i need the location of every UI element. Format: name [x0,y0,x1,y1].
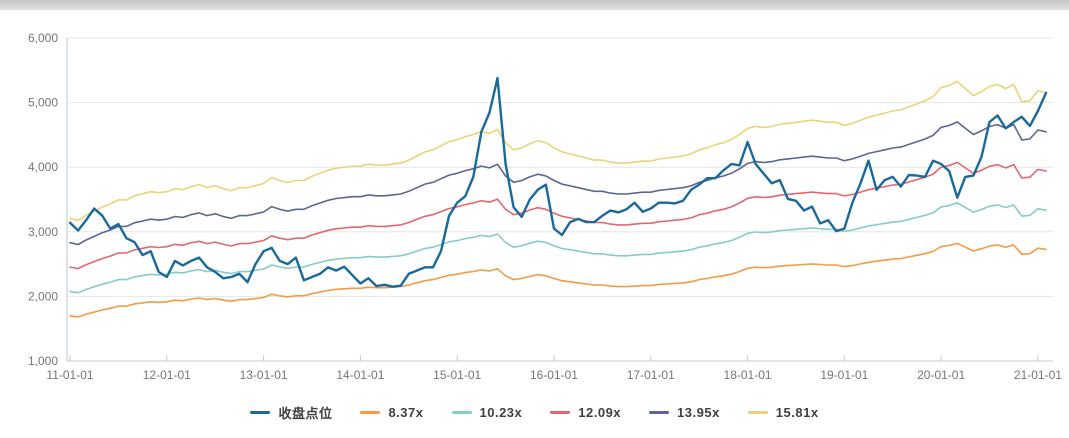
legend-line-icon [649,411,670,414]
legend-label: 12.09x [578,405,622,420]
legend-label: 收盘点位 [278,406,333,421]
x-axis-label: 13-01-01 [240,368,288,382]
y-axis-label: 5,000 [28,96,58,110]
legend-item-pe-8.37x[interactable]: 8.37x [360,405,423,420]
x-axis-label: 14-01-01 [336,368,384,382]
y-axis-label: 2,000 [28,289,58,303]
legend-label: 15.81x [775,405,819,420]
x-axis-label: 21-01-01 [1014,368,1062,382]
legend-item-close[interactable]: 收盘点位 [250,403,332,422]
x-axis-label: 20-01-01 [917,368,965,382]
legend-item-pe-15.81x[interactable]: 15.81x [747,405,819,420]
x-axis-label: 18-01-01 [724,368,772,382]
y-axis-label: 6,000 [28,31,58,45]
legend-item-pe-13.95x[interactable]: 13.95x [649,405,720,420]
x-axis-label: 12-01-01 [143,368,191,382]
pe-band-chart: 1,000 2,000 3,000 4,000 5,000 6,000 11-01-01 12… [0,10,1069,438]
legend-item-pe-10.23x[interactable]: 10.23x [451,405,523,420]
series-line-close [68,76,1048,288]
series-line-pe-15.81x [69,80,1047,222]
x-axis-label: 15-01-01 [433,368,481,382]
legend-label: 8.37x [388,405,424,420]
legend-line-icon [747,411,768,414]
legend-label: 13.95x [677,405,720,420]
x-axis-label: 11-01-01 [46,368,93,382]
legend-line-icon [550,411,571,414]
series-line-pe-10.23x [69,202,1047,294]
x-axis-label: 16-01-01 [530,368,578,382]
legend-label: 10.23x [479,405,523,420]
y-axis-label: 4,000 [28,160,58,174]
x-axis-label: 17-01-01 [627,368,675,382]
y-axis-label: 1,000 [28,354,58,368]
legend-line-icon [360,411,381,414]
legend-item-pe-12.09x[interactable]: 12.09x [550,405,621,420]
legend-line-icon [451,411,472,414]
series-line-pe-13.95x [69,121,1047,246]
chart-canvas[interactable]: 1,000 2,000 3,000 4,000 5,000 6,000 11-01-01 12… [0,10,1069,438]
series-line-pe-12.09x [69,161,1047,270]
horizontal-scrollbar[interactable] [0,0,1069,10]
x-axis-label: 19-01-01 [820,368,868,382]
legend-line-icon [250,411,271,414]
y-axis-label: 3,000 [28,225,58,239]
series-line-pe-8.37x [69,242,1047,318]
chart-legend: 收盘点位 8.37x 10.23x 12.09x 13.95x 15.81x [0,403,1069,422]
